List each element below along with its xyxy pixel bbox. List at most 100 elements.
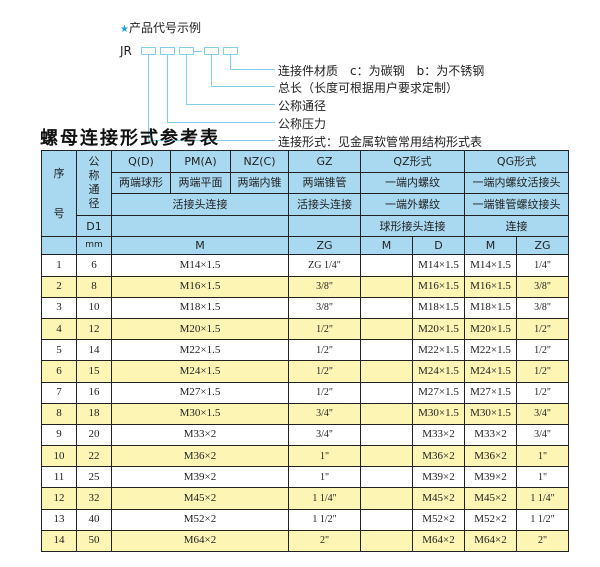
dn-cell: 8 [76,275,112,298]
zg-cell: 1" [288,466,361,489]
zg-cell: 3/4" [288,423,361,447]
qz-d-cell: M18×1.5 [411,296,466,319]
blank [111,214,289,238]
m-cell: M22×1.5 [111,339,289,362]
dn-cell: 12 [76,317,112,341]
seq-cell: 10 [41,445,77,468]
label-material: 连接件材质 c：为碳钢 b：为不锈钢 [278,64,485,78]
table-row: 5 14 M22×1.5 1/2" M22×1.5 M22×1.5 1/2" [41,339,570,362]
qg-m-cell: M27×1.5 [464,381,518,404]
qg-zg-cell: 1/4" [516,254,570,277]
qz-m-cell [360,296,413,319]
qg-m-cell: M22×1.5 [464,339,518,362]
blank [288,214,361,238]
zg-cell: 1" [288,445,361,468]
leader-line [186,55,187,104]
table-row: 1 6 M14×1.5 ZG 1/4" M14×1.5 M14×1.5 1/4" [41,254,570,277]
qg-m-cell: M33×2 [464,423,518,447]
dn-cell: 6 [76,254,112,277]
m-cell: M52×2 [111,508,289,531]
qz-m-cell [360,445,413,468]
mm-header: mm [76,236,112,256]
qz-d-cell: M24×1.5 [411,360,466,383]
seq-header: 序号 [41,149,77,238]
leader-line [211,86,275,87]
qg-zg-cell: 1/2" [516,381,570,404]
qz-d-header: D [411,236,466,256]
qz-d-cell: M16×1.5 [411,275,466,298]
qg-zg-cell: 3/4" [516,402,570,425]
qz-m-cell [360,423,413,447]
leader-line [167,122,275,123]
dn-cell: 50 [76,529,112,553]
zg-header: ZG [288,236,361,256]
label-connection: 连接形式：见金属软管常用结构形式表 [278,135,483,149]
qz-d-cell: M39×2 [411,466,466,489]
table-row: 2 8 M16×1.5 3/8" M16×1.5 M16×1.5 3/8" [41,275,570,298]
code-box [223,47,238,55]
qg-m-cell: M64×2 [464,529,518,553]
zg-cell: 1/2" [288,360,361,383]
qg-zg-cell: 2" [516,529,570,553]
blank [41,236,77,256]
gz-desc: 两端锥管 [288,171,361,195]
label-diameter: 公称通径 [278,99,327,113]
qz-d-cell: M52×2 [411,508,466,531]
code-box [160,47,175,55]
m-cell: M18×1.5 [111,296,289,319]
zg-cell: 1 1/4" [288,487,361,510]
table-body: 1 6 M14×1.5 ZG 1/4" M14×1.5 M14×1.5 1/4" 2 8 M16×… [41,254,570,553]
qz-d-cell: M45×2 [411,487,466,510]
dash [194,51,202,52]
code-box [204,47,219,55]
table-row: 3 10 M18×1.5 3/8" M18×1.5 M18×1.5 3/8" [41,296,570,319]
zg-cell: 2" [288,529,361,553]
qz-m-cell [360,317,413,341]
m-cell: M30×1.5 [111,402,289,425]
qg-m-cell: M20×1.5 [464,317,518,341]
qg-zg-cell: 1/2" [516,360,570,383]
leader-line [167,55,168,122]
dn-cell: 20 [76,423,112,447]
m-cell: M45×2 [111,487,289,510]
nz-desc: 两端内锥 [230,171,289,195]
qg-zg-cell: 1 1/2" [516,508,570,531]
zg-cell: 3/4" [288,402,361,425]
qg-zg-cell: 3/4" [516,423,570,447]
qg-m-cell: M36×2 [464,445,518,468]
seq-header-text: 序号 [53,166,65,220]
table-row: 9 20 M33×2 3/4" M33×2 M33×2 3/4" [41,423,570,447]
qg-zg-cell: 1" [516,445,570,468]
seq-cell: 5 [41,339,77,362]
leader-line [230,69,275,70]
dn-cell: 32 [76,487,112,510]
zg-cell: 1/2" [288,317,361,341]
nut-connection-table: 序号 公称通径 Q(D) PM(A) NZ(C) GZ QZ形式 QG形式 两端球形 两端平… [41,149,570,553]
seq-cell: 1 [41,254,77,277]
qg-m-cell: M16×1.5 [464,275,518,298]
table-row: 8 18 M30×1.5 3/4" M30×1.5 M30×1.5 3/4" [41,402,570,425]
table-row: 7 16 M27×1.5 1/2" M27×1.5 M27×1.5 1/2" [41,381,570,404]
qg-zg-cell: 1 1/4" [516,487,570,510]
qz-d-cell: M27×1.5 [411,381,466,404]
qz-m-cell [360,254,413,277]
dn-cell: 16 [76,381,112,404]
m-cell: M16×1.5 [111,275,289,298]
m-header: M [111,236,289,256]
qz-m-cell [360,275,413,298]
dn-header-text: 公称通径 [88,154,100,210]
seq-cell: 13 [41,508,77,531]
qz-m-cell [360,402,413,425]
qz-d-cell: M36×2 [411,445,466,468]
seq-cell: 4 [41,317,77,341]
qz-m-cell [360,466,413,489]
label-length: 总长（长度可根据用户要求定制） [278,81,459,95]
qz-d-cell: M22×1.5 [411,339,466,362]
zg-cell: 3/8" [288,275,361,298]
table-title: 螺母连接形式参考表 [40,128,220,149]
qg-m-cell: M24×1.5 [464,360,518,383]
dn-cell: 14 [76,339,112,362]
qg-desc3: 连接 [464,214,570,238]
dn-header: 公称通径 [76,150,112,216]
star-icon: ★ [120,24,129,35]
